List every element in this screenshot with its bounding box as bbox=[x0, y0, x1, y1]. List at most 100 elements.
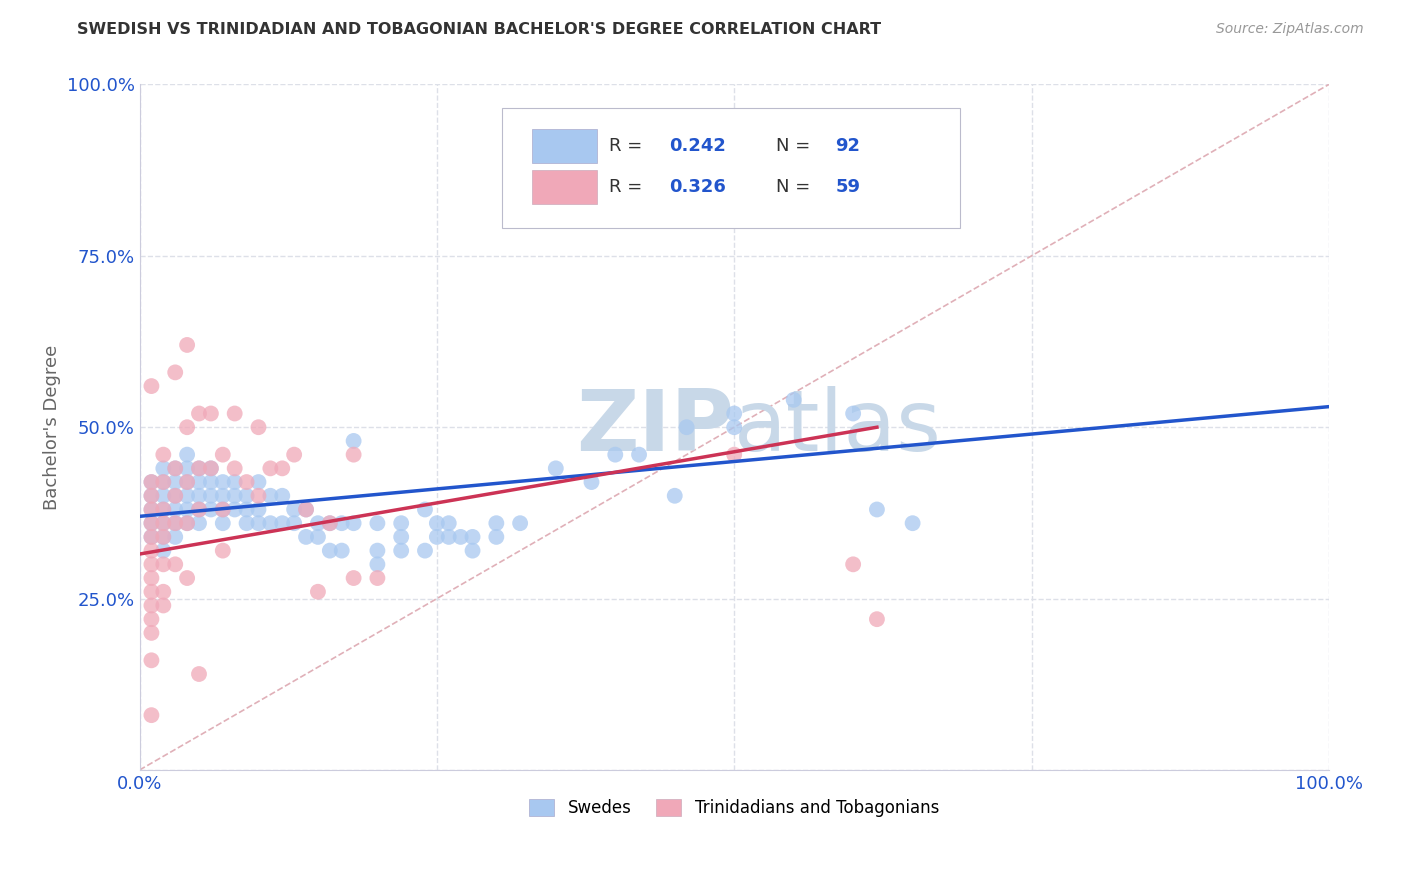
Point bbox=[165, 489, 187, 503]
Point bbox=[235, 502, 257, 516]
Text: atlas: atlas bbox=[734, 385, 942, 468]
Point bbox=[211, 502, 233, 516]
Point bbox=[211, 516, 233, 531]
Text: 59: 59 bbox=[835, 178, 860, 196]
Point bbox=[461, 543, 484, 558]
Point bbox=[389, 530, 412, 544]
Point bbox=[165, 502, 187, 516]
Point bbox=[165, 558, 187, 572]
Point bbox=[188, 461, 211, 475]
Point bbox=[866, 612, 889, 626]
Point bbox=[141, 516, 163, 531]
Point bbox=[152, 502, 174, 516]
Point bbox=[509, 516, 531, 531]
Point bbox=[152, 489, 174, 503]
Point bbox=[235, 516, 257, 531]
Point bbox=[176, 502, 198, 516]
Point bbox=[450, 530, 472, 544]
Point bbox=[188, 502, 211, 516]
Point bbox=[295, 502, 318, 516]
Point bbox=[141, 516, 163, 531]
Text: N =: N = bbox=[776, 137, 815, 155]
Point bbox=[141, 599, 163, 613]
Point bbox=[330, 543, 353, 558]
Point bbox=[176, 516, 198, 531]
Point bbox=[188, 502, 211, 516]
Point bbox=[307, 516, 329, 531]
Point bbox=[165, 489, 187, 503]
Point bbox=[307, 584, 329, 599]
Point bbox=[247, 502, 270, 516]
Point bbox=[152, 475, 174, 489]
Point bbox=[211, 543, 233, 558]
Point bbox=[235, 475, 257, 489]
Point bbox=[628, 448, 651, 462]
Point bbox=[247, 489, 270, 503]
Point bbox=[176, 461, 198, 475]
Point bbox=[605, 448, 627, 462]
Point bbox=[295, 530, 318, 544]
FancyBboxPatch shape bbox=[531, 129, 598, 163]
Point bbox=[224, 461, 246, 475]
Point bbox=[366, 571, 388, 585]
Point bbox=[723, 448, 745, 462]
Point bbox=[664, 489, 686, 503]
Text: N =: N = bbox=[776, 178, 815, 196]
Point bbox=[200, 407, 222, 421]
Point bbox=[283, 516, 305, 531]
Point bbox=[366, 543, 388, 558]
Point bbox=[330, 516, 353, 531]
Point bbox=[389, 516, 412, 531]
Point bbox=[176, 475, 198, 489]
Point bbox=[176, 475, 198, 489]
Point bbox=[152, 475, 174, 489]
Point bbox=[141, 571, 163, 585]
Point bbox=[141, 708, 163, 723]
Point bbox=[389, 543, 412, 558]
Point bbox=[188, 516, 211, 531]
Point bbox=[224, 407, 246, 421]
Point bbox=[283, 448, 305, 462]
Point bbox=[165, 365, 187, 379]
Point bbox=[782, 392, 804, 407]
Point bbox=[152, 530, 174, 544]
Point bbox=[437, 530, 460, 544]
Point bbox=[295, 502, 318, 516]
Text: SWEDISH VS TRINIDADIAN AND TOBAGONIAN BACHELOR'S DEGREE CORRELATION CHART: SWEDISH VS TRINIDADIAN AND TOBAGONIAN BA… bbox=[77, 22, 882, 37]
Point bbox=[165, 516, 187, 531]
Point bbox=[141, 612, 163, 626]
Point bbox=[426, 530, 449, 544]
Point bbox=[723, 407, 745, 421]
Point bbox=[581, 475, 603, 489]
Point bbox=[141, 502, 163, 516]
Point bbox=[176, 571, 198, 585]
Point bbox=[200, 489, 222, 503]
Point bbox=[188, 407, 211, 421]
Point bbox=[211, 448, 233, 462]
Point bbox=[188, 667, 211, 681]
Point bbox=[176, 489, 198, 503]
Point bbox=[211, 489, 233, 503]
Point bbox=[343, 448, 366, 462]
Point bbox=[141, 489, 163, 503]
Text: R =: R = bbox=[609, 178, 648, 196]
Legend: Swedes, Trinidadians and Tobagonians: Swedes, Trinidadians and Tobagonians bbox=[523, 792, 946, 823]
Point bbox=[235, 489, 257, 503]
Point bbox=[141, 530, 163, 544]
Point bbox=[901, 516, 924, 531]
Point bbox=[141, 530, 163, 544]
FancyBboxPatch shape bbox=[531, 170, 598, 204]
Point bbox=[176, 338, 198, 352]
Text: 0.326: 0.326 bbox=[669, 178, 725, 196]
Y-axis label: Bachelor's Degree: Bachelor's Degree bbox=[44, 344, 60, 510]
Text: Source: ZipAtlas.com: Source: ZipAtlas.com bbox=[1216, 22, 1364, 37]
Point bbox=[271, 516, 294, 531]
Point bbox=[259, 461, 281, 475]
Point bbox=[271, 461, 294, 475]
Point bbox=[152, 558, 174, 572]
Point bbox=[366, 558, 388, 572]
Point bbox=[141, 379, 163, 393]
Point bbox=[723, 420, 745, 434]
Point bbox=[152, 461, 174, 475]
Point bbox=[176, 448, 198, 462]
